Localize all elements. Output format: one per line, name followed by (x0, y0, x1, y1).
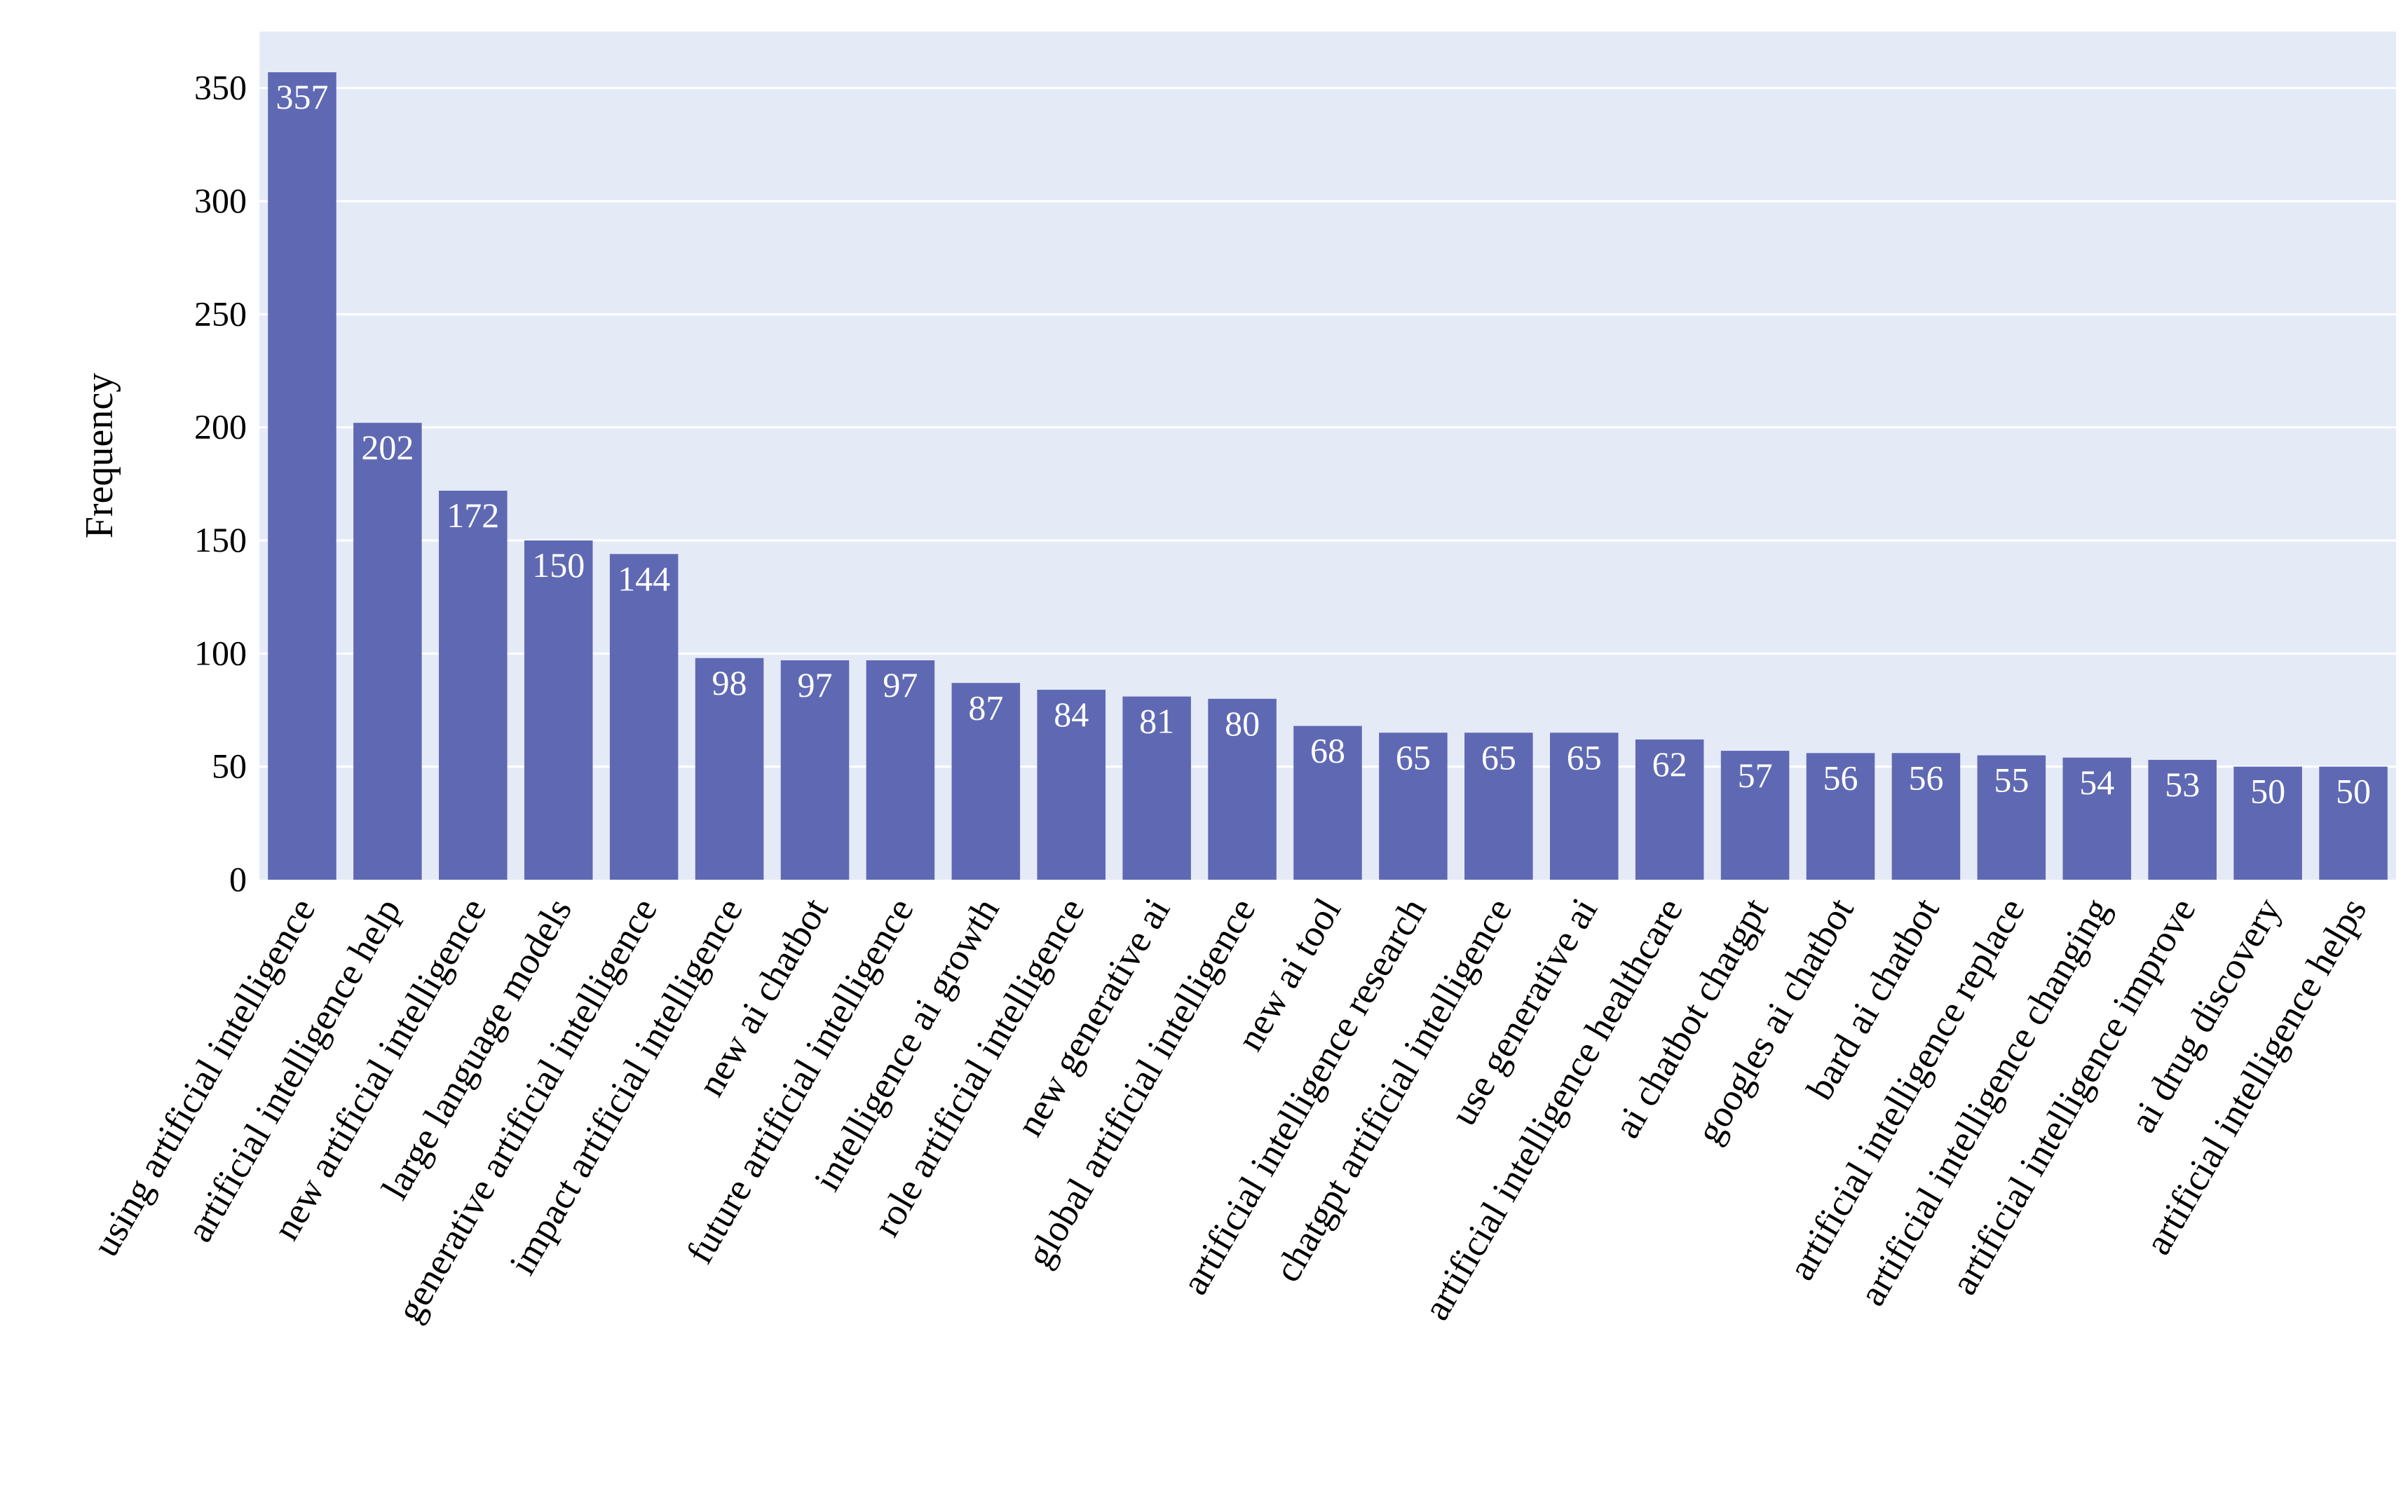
y-tick-label: 200 (194, 407, 247, 447)
bar-value-label: 81 (1139, 702, 1174, 741)
bar (353, 423, 422, 880)
bar-value-label: 150 (532, 545, 585, 585)
bar-value-label: 62 (1652, 744, 1687, 784)
bar (1037, 689, 1106, 880)
x-axis-tick-labels: using artificial intelligenceartificial … (84, 891, 2374, 1329)
bar (780, 660, 850, 880)
bar (1208, 698, 1277, 880)
bar-value-label: 55 (1994, 761, 2029, 800)
y-axis-ticks: 0 50 100 150 200 250 300 350 (194, 68, 247, 899)
bar (2062, 757, 2132, 880)
bar-value-label: 65 (1396, 737, 1431, 777)
bar (524, 540, 593, 880)
y-tick-label: 350 (194, 68, 247, 107)
bar-value-label: 50 (2250, 772, 2285, 811)
bar-value-label: 80 (1225, 704, 1260, 743)
bar-value-label: 53 (2165, 765, 2200, 804)
y-tick-label: 100 (194, 633, 247, 672)
bar (2233, 766, 2302, 880)
bar (609, 554, 679, 880)
bar (1891, 753, 1961, 880)
y-tick-label: 50 (212, 747, 247, 786)
bar-value-label: 56 (1908, 758, 1943, 797)
bar (866, 660, 935, 880)
bar (2148, 759, 2217, 880)
bar-value-label: 68 (1310, 731, 1345, 770)
bar (1379, 733, 1448, 880)
bar-value-label: 87 (968, 688, 1003, 727)
bar-value-label: 65 (1567, 737, 1602, 777)
bar-value-label: 172 (447, 496, 499, 535)
y-tick-label: 0 (229, 859, 247, 899)
bar (2319, 766, 2388, 880)
bar (695, 658, 764, 880)
bar (1720, 751, 1790, 880)
bar-value-label: 84 (1054, 695, 1089, 734)
y-tick-label: 250 (194, 294, 247, 333)
bar-value-label: 50 (2336, 772, 2371, 811)
bar-value-label: 357 (276, 77, 328, 116)
bar-value-label: 54 (2079, 763, 2114, 802)
bar-value-label: 144 (618, 559, 670, 598)
bar (1464, 733, 1533, 880)
bar-value-label: 97 (883, 665, 918, 704)
y-axis-label: Frequency (78, 373, 121, 538)
x-tick-label: ai chatbot chatgpt (1605, 891, 1776, 1145)
bar-value-labels: 357 202 172 150 144 98 97 97 87 84 81 80 68 65 65 65 62 5… (276, 77, 2371, 811)
bar-value-label: 56 (1823, 758, 1858, 797)
bar (951, 683, 1021, 880)
bar (268, 72, 336, 880)
bars (268, 72, 2388, 880)
bar (1806, 753, 1875, 880)
bar-value-label: 98 (712, 663, 747, 702)
bar (1635, 739, 1704, 880)
bar-value-label: 57 (1738, 756, 1773, 795)
bar-value-label: 65 (1481, 737, 1516, 777)
bar (439, 491, 508, 880)
bar (1293, 726, 1362, 880)
y-tick-label: 300 (194, 181, 247, 220)
bar-value-label: 97 (797, 665, 832, 704)
bar (1977, 755, 2046, 880)
y-tick-label: 150 (194, 520, 247, 559)
bar (1122, 696, 1191, 880)
bar-value-label: 202 (361, 428, 414, 467)
bar (1549, 733, 1619, 880)
